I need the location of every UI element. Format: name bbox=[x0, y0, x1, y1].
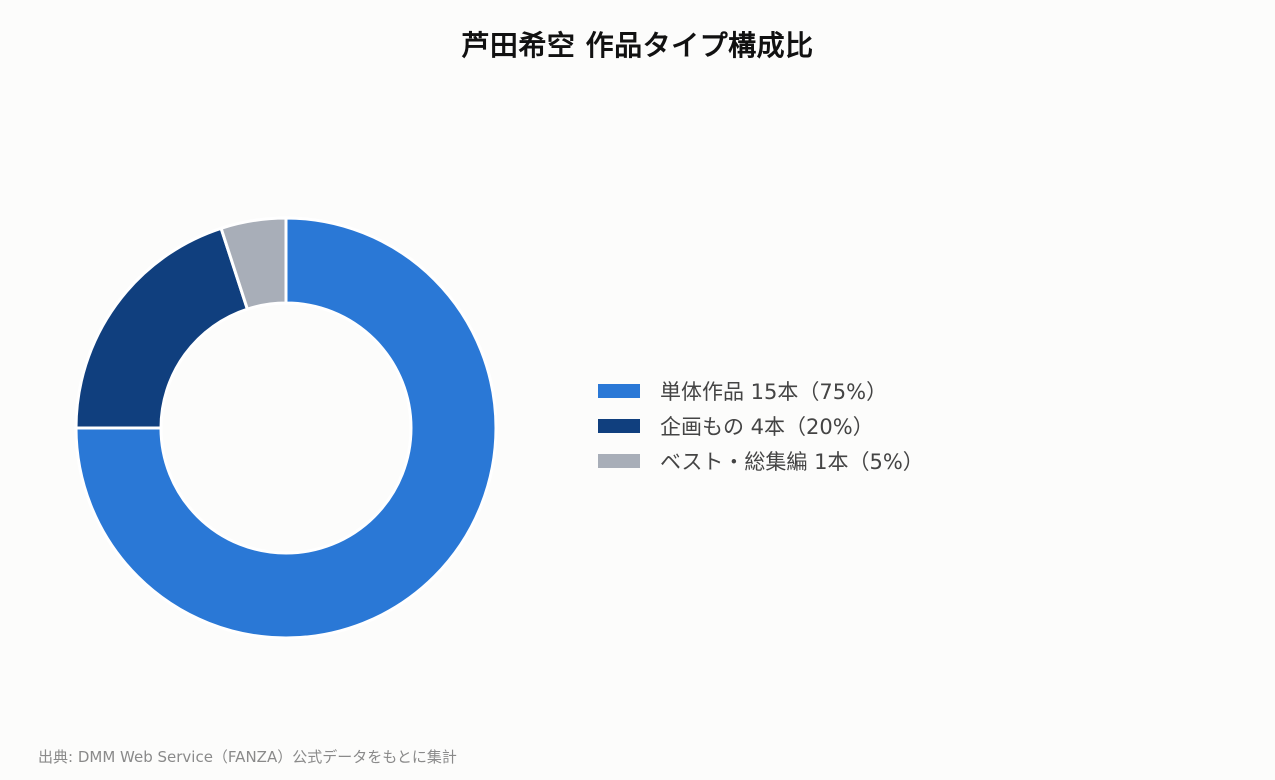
legend-swatch-single bbox=[598, 383, 640, 398]
donut-chart bbox=[74, 216, 498, 640]
chart-legend: 単体作品 15本（75%） 企画もの 4本（20%） ベスト・総集編 1本（5%… bbox=[598, 373, 924, 478]
donut-slice-best bbox=[219, 216, 288, 312]
source-note: 出典: DMM Web Service（FANZA）公式データをもとに集計 bbox=[38, 748, 457, 766]
legend-item-planning: 企画もの 4本（20%） bbox=[598, 408, 924, 443]
legend-swatch-planning bbox=[598, 418, 640, 433]
legend-label-best: ベスト・総集編 1本（5%） bbox=[660, 449, 924, 474]
donut-slice-planning bbox=[74, 226, 250, 430]
legend-label-single: 単体作品 15本（75%） bbox=[660, 379, 888, 404]
legend-swatch-best bbox=[598, 453, 640, 468]
legend-label-planning: 企画もの 4本（20%） bbox=[660, 414, 874, 439]
chart-title: 芦田希空 作品タイプ構成比 bbox=[461, 29, 814, 62]
legend-item-single: 単体作品 15本（75%） bbox=[598, 373, 924, 408]
donut-slice-single bbox=[74, 216, 498, 640]
legend-item-best: ベスト・総集編 1本（5%） bbox=[598, 443, 924, 478]
